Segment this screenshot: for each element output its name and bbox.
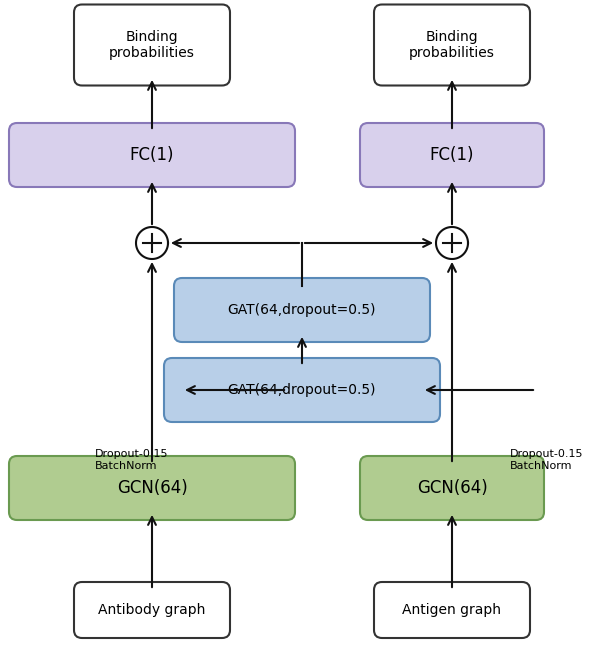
Text: GCN(64): GCN(64) [417, 479, 487, 497]
Text: FC(1): FC(1) [130, 146, 174, 164]
FancyBboxPatch shape [174, 278, 430, 342]
Text: Antibody graph: Antibody graph [98, 603, 206, 617]
FancyBboxPatch shape [9, 123, 295, 187]
FancyBboxPatch shape [74, 582, 230, 638]
Text: Binding
probabilities: Binding probabilities [409, 30, 495, 60]
Text: Binding
probabilities: Binding probabilities [109, 30, 195, 60]
FancyBboxPatch shape [374, 582, 530, 638]
FancyBboxPatch shape [360, 456, 544, 520]
Text: Dropout-0.15
BatchNorm: Dropout-0.15 BatchNorm [95, 449, 169, 471]
Text: Dropout-0.15
BatchNorm: Dropout-0.15 BatchNorm [510, 449, 583, 471]
Text: Antigen graph: Antigen graph [402, 603, 501, 617]
Text: GAT(64,dropout=0.5): GAT(64,dropout=0.5) [228, 303, 376, 317]
Text: FC(1): FC(1) [430, 146, 474, 164]
FancyBboxPatch shape [74, 5, 230, 85]
FancyBboxPatch shape [164, 358, 440, 422]
FancyBboxPatch shape [9, 456, 295, 520]
Text: GCN(64): GCN(64) [117, 479, 187, 497]
FancyBboxPatch shape [360, 123, 544, 187]
Text: GAT(64,dropout=0.5): GAT(64,dropout=0.5) [228, 383, 376, 397]
FancyBboxPatch shape [374, 5, 530, 85]
